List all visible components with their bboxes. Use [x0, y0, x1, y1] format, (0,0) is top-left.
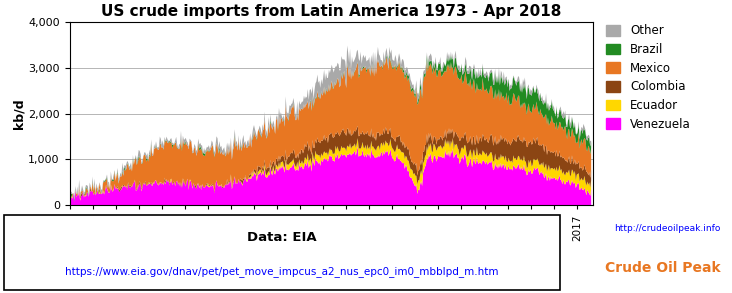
Text: https://www.eia.gov/dnav/pet/pet_move_impcus_a2_nus_epc0_im0_mbblpd_m.htm: https://www.eia.gov/dnav/pet/pet_move_im… [65, 266, 498, 277]
Legend: Other, Brazil, Mexico, Colombia, Ecuador, Venezuela: Other, Brazil, Mexico, Colombia, Ecuador… [604, 22, 693, 133]
Title: US crude imports from Latin America 1973 - Apr 2018: US crude imports from Latin America 1973… [101, 4, 561, 19]
Text: Data: EIA: Data: EIA [247, 231, 317, 244]
Y-axis label: kb/d: kb/d [12, 98, 26, 129]
Text: http://crudeoilpeak.info: http://crudeoilpeak.info [614, 224, 720, 233]
Text: Crude Oil Peak: Crude Oil Peak [605, 261, 720, 275]
FancyBboxPatch shape [4, 215, 560, 290]
